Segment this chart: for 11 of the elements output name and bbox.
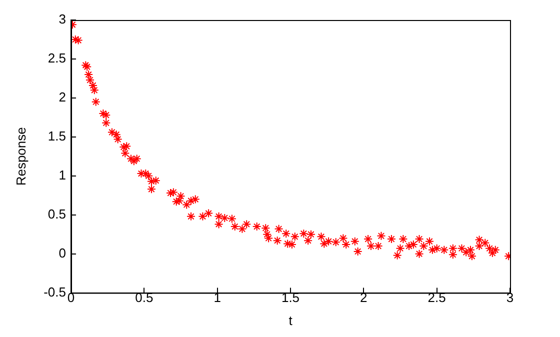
y-tick-label: 1 <box>58 167 66 182</box>
y-tick-label: 0 <box>58 245 66 260</box>
x-tick-label: 1 <box>214 290 221 306</box>
y-tick-label: 0.5 <box>48 206 66 222</box>
y-tick-label: 3 <box>58 12 66 27</box>
y-tick-label: 1.5 <box>48 128 66 144</box>
y-tick-label: 2 <box>58 90 66 105</box>
y-axis-title: Response <box>13 127 28 186</box>
y-tick-label: -0.5 <box>44 284 66 300</box>
x-axis-title: t <box>288 312 293 328</box>
y-tick-label: 2.5 <box>48 50 66 66</box>
